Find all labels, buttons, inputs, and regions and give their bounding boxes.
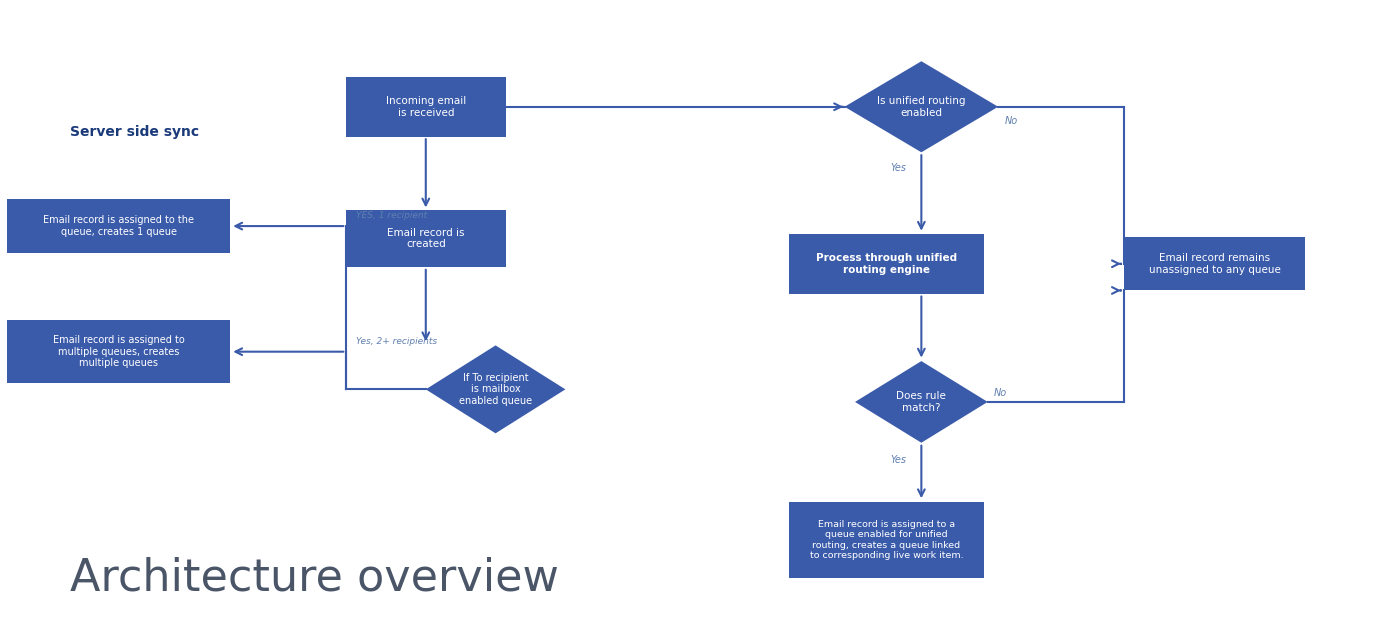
FancyBboxPatch shape bbox=[346, 210, 505, 267]
FancyBboxPatch shape bbox=[7, 320, 230, 383]
FancyBboxPatch shape bbox=[1124, 237, 1305, 290]
Text: Email record is assigned to
multiple queues, creates
multiple queues: Email record is assigned to multiple que… bbox=[53, 335, 184, 368]
Text: Process through unified
routing engine: Process through unified routing engine bbox=[815, 253, 958, 274]
Polygon shape bbox=[845, 62, 998, 153]
Text: Architecture overview: Architecture overview bbox=[70, 556, 558, 599]
Text: Email record is
created: Email record is created bbox=[387, 228, 465, 249]
FancyBboxPatch shape bbox=[789, 234, 984, 294]
Text: YES, 1 recipient: YES, 1 recipient bbox=[356, 211, 427, 220]
Text: Server side sync: Server side sync bbox=[70, 125, 198, 139]
Text: Email record remains
unassigned to any queue: Email record remains unassigned to any q… bbox=[1149, 253, 1280, 274]
Text: No: No bbox=[994, 387, 1007, 398]
Text: Yes: Yes bbox=[891, 455, 906, 465]
Polygon shape bbox=[854, 361, 988, 443]
Polygon shape bbox=[426, 345, 565, 433]
Text: Yes, 2+ recipients: Yes, 2+ recipients bbox=[356, 337, 437, 345]
FancyBboxPatch shape bbox=[346, 77, 505, 137]
Text: If To recipient
is mailbox
enabled queue: If To recipient is mailbox enabled queue bbox=[459, 373, 532, 406]
Text: Yes: Yes bbox=[891, 163, 906, 173]
Text: Incoming email
is received: Incoming email is received bbox=[385, 96, 466, 117]
Text: No: No bbox=[1005, 116, 1018, 126]
Text: Email record is assigned to a
queue enabled for unified
routing, creates a queue: Email record is assigned to a queue enab… bbox=[810, 520, 963, 560]
Text: Is unified routing
enabled: Is unified routing enabled bbox=[877, 96, 966, 117]
FancyBboxPatch shape bbox=[789, 502, 984, 578]
Text: Email record is assigned to the
queue, creates 1 queue: Email record is assigned to the queue, c… bbox=[43, 215, 194, 237]
Text: Does rule
match?: Does rule match? bbox=[896, 391, 946, 413]
FancyBboxPatch shape bbox=[7, 199, 230, 252]
